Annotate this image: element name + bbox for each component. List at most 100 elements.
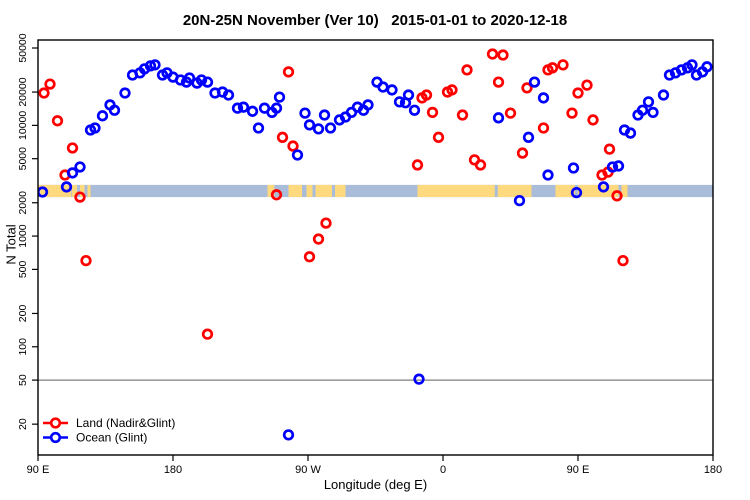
data-point: [642, 96, 655, 108]
plot-box: [37, 39, 714, 456]
data-point: [546, 62, 559, 74]
data-point: [612, 160, 625, 172]
x-tick-label: 180: [164, 464, 182, 476]
land-series: [38, 48, 629, 340]
data-point: [231, 102, 244, 114]
data-point: [386, 84, 398, 96]
data-point: [222, 89, 235, 101]
map-band-land: [621, 184, 628, 198]
x-tick-label: 180: [704, 464, 722, 476]
data-point: [557, 59, 569, 71]
x-tick-label: 90 W: [295, 464, 321, 476]
data-point: [516, 147, 529, 159]
data-point: [497, 49, 509, 61]
y-tick-label: 200: [17, 305, 29, 323]
data-point: [287, 140, 299, 152]
map-band-land: [71, 184, 77, 198]
data-point: [611, 190, 623, 202]
legend-marker: [49, 417, 62, 429]
data-point: [38, 87, 50, 99]
data-point: [270, 102, 283, 114]
x-tick-label: 90 E: [567, 464, 590, 476]
data-point: [542, 169, 554, 181]
data-point: [312, 123, 325, 135]
y-tick-label: 5000: [17, 147, 29, 171]
data-point: [411, 159, 424, 171]
map-band-land: [497, 184, 532, 198]
data-point: [426, 106, 439, 119]
data-point: [492, 76, 505, 88]
data-point: [324, 122, 337, 134]
ocean-series: [38, 59, 713, 441]
data-point: [420, 89, 433, 101]
data-point: [567, 162, 580, 174]
data-point: [606, 161, 619, 173]
x-tick-label: 90 E: [27, 464, 50, 476]
y-axis-label: N Total: [3, 224, 19, 265]
legend-label: Ocean (Glint): [76, 431, 147, 445]
data-point: [393, 96, 406, 108]
map-band-ocean: [38, 184, 713, 198]
data-point: [513, 194, 526, 207]
chart-title: 20N-25N November (Ver 10) 2015-01-01 to …: [182, 12, 568, 29]
data-point: [581, 79, 593, 91]
data-point: [291, 149, 304, 161]
map-band-land: [417, 184, 495, 198]
data-point: [647, 106, 659, 119]
map-band-land: [80, 184, 85, 198]
data-point: [413, 373, 425, 385]
data-point: [282, 66, 295, 78]
y-tick-label: 50: [17, 374, 29, 386]
y-axis: 20 50 100 200 500 1000 2000 5000 10000 20000 50000: [17, 33, 38, 430]
data-point: [282, 429, 295, 441]
y-tick-label: 500: [17, 260, 29, 278]
data-point: [522, 131, 535, 143]
data-point: [663, 69, 676, 81]
data-point: [597, 181, 610, 193]
data-point: [119, 87, 131, 99]
data-point: [486, 48, 499, 60]
x-tick-label: 0: [440, 464, 446, 476]
data-point: [675, 64, 688, 76]
data-point: [320, 217, 332, 229]
data-point: [195, 74, 208, 86]
legend-label: Land (Nadir&Glint): [76, 416, 175, 430]
data-point: [299, 107, 311, 119]
data-point: [201, 76, 214, 88]
data-point: [108, 104, 121, 116]
data-point: [201, 328, 214, 340]
data-point: [74, 161, 86, 173]
data-point: [89, 122, 101, 134]
data-point: [96, 110, 109, 122]
data-point: [402, 89, 415, 101]
data-point: [362, 99, 374, 111]
data-point: [504, 107, 517, 119]
map-band-land: [306, 184, 313, 198]
data-point: [303, 251, 316, 263]
y-tick-label: 10000: [17, 111, 29, 140]
x-axis: 90 E 180 90 W 0 90 E 180: [27, 455, 722, 476]
data-point: [237, 101, 250, 113]
data-point: [686, 59, 698, 71]
data-point: [537, 92, 550, 104]
data-point: [587, 114, 599, 126]
data-point: [303, 119, 316, 131]
data-point: [408, 104, 421, 116]
map-band-land: [555, 184, 575, 198]
data-point: [312, 233, 325, 245]
data-point: [44, 78, 56, 90]
y-tick-label: 20: [17, 418, 29, 430]
legend: Land (Nadir&Glint)Ocean (Glint): [43, 416, 175, 445]
data-point: [657, 89, 670, 101]
map-band-land: [288, 184, 302, 198]
data-point: [80, 254, 92, 267]
data-point: [636, 104, 649, 116]
data-point: [537, 122, 550, 134]
map-band-land: [87, 184, 91, 198]
y-tick-label: 2000: [17, 191, 29, 215]
data-point: [603, 143, 616, 155]
data-point: [270, 189, 283, 201]
data-point: [377, 81, 389, 93]
